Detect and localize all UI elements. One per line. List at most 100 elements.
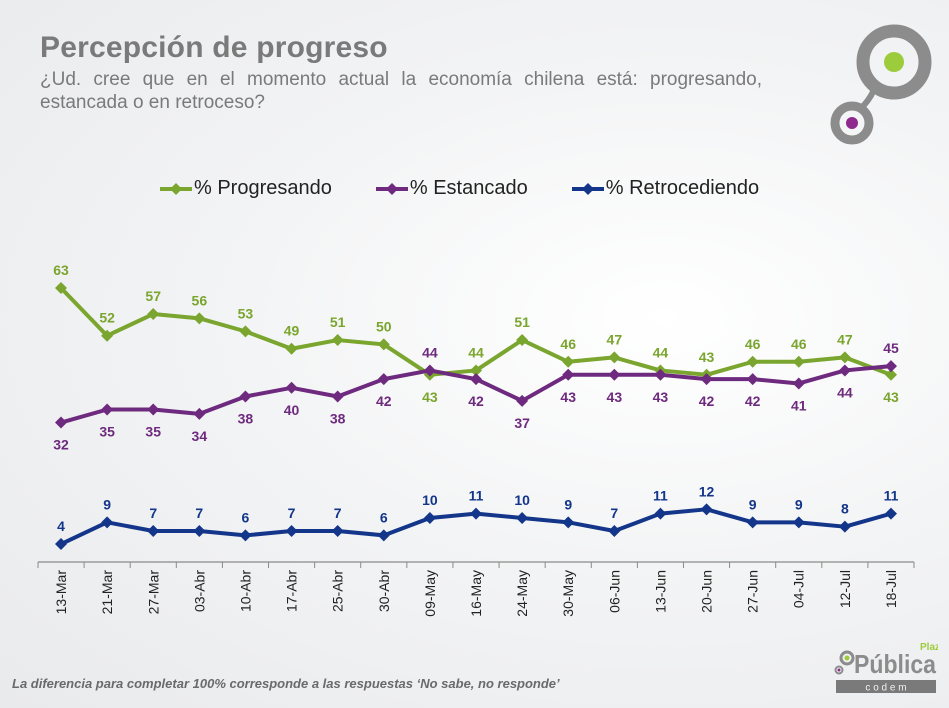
data-point-marker [55,416,67,429]
data-point-marker [101,329,114,342]
data-point-marker [470,364,482,377]
data-label: 7 [288,505,296,521]
series-progresando: 63 52 57 56 53 49 51 50 43 44 51 46 47 44 43 46 46 47 43 [53,262,899,405]
footnote: La diferencia para completar 100% corres… [12,676,560,691]
data-label: 7 [195,505,203,521]
x-tick-label: 09-May [422,570,438,617]
x-tick-label: 30-Abr [376,570,392,612]
logo-plaza-text: Plaza [920,642,938,653]
data-point-marker [562,368,575,381]
data-point-marker [792,516,805,529]
data-label: 43 [883,389,899,405]
x-tick-label: 20-Jun [699,570,715,613]
x-tick-label: 16-May [468,570,484,617]
data-label: 42 [468,393,484,409]
data-point-marker [55,538,67,551]
data-label: 7 [149,505,157,521]
data-label: 42 [376,393,392,409]
data-label: 42 [745,393,761,409]
data-point-marker [470,373,482,386]
x-tick-label: 12-Jul [837,570,853,608]
data-label: 10 [422,492,438,508]
data-point-marker [331,390,344,403]
data-point-marker [193,312,206,325]
data-label: 43 [699,349,715,365]
data-label: 49 [284,323,300,339]
data-label: 9 [564,496,572,512]
legend-marker-estancado-icon [375,182,408,195]
data-label: 40 [284,402,300,418]
data-label: 38 [238,410,254,426]
data-label: 51 [514,314,530,330]
data-point-marker [654,507,667,520]
data-point-marker [470,507,482,520]
data-label: 35 [145,424,161,440]
x-tick-label: 18-Jul [883,570,899,608]
series-line [59,286,892,377]
x-tick-label: 21-Mar [99,570,115,615]
data-point-marker [377,373,390,386]
logo-ring-icon [839,650,855,666]
data-label: 51 [330,314,346,330]
data-point-marker [239,390,252,403]
data-point-marker [193,525,206,538]
data-point-marker [885,507,897,520]
data-point-marker [608,351,621,364]
data-label: 9 [103,496,111,512]
data-point-marker [608,368,621,381]
logo-codem-text: c o d e m [865,683,906,694]
legend-label-progresando: % Progresando [194,177,332,199]
data-point-marker [331,334,344,347]
legend-item-progresando: % Progresando [160,177,332,200]
data-label: 12 [699,483,715,499]
logo-dot-purple-icon [837,668,841,672]
series-retrocediendo: 4 9 7 7 6 7 7 6 10 11 10 9 7 11 12 9 9 8 11 [55,483,899,551]
x-tick-label: 10-Abr [237,570,253,612]
data-point-marker [562,355,575,368]
data-point-marker [516,334,529,347]
page-subtitle: ¿Ud. cree que en el momento actual la ec… [40,69,762,113]
data-label: 7 [610,505,618,521]
x-tick-label: 04-Jul [791,570,807,608]
logo-ring-small-icon [834,665,844,675]
data-label: 11 [469,488,484,504]
x-tick-label: 27-Jun [745,570,761,613]
data-label: 56 [192,292,208,308]
legend-marker-progresando-icon [160,182,192,195]
data-point-marker [562,516,575,529]
x-tick-label: 13-Jun [652,570,668,613]
data-point-marker [885,360,897,373]
line-chart: 13-Mar 21-Mar 27-Mar 03-Abr 10-Abr 17-Abr 25-A… [37,262,915,617]
data-point-marker [239,325,252,338]
data-point-marker [285,525,298,538]
x-tick-label: 13-Mar [53,570,69,615]
data-point-marker [285,381,298,394]
data-label: 8 [841,501,849,517]
data-label: 38 [330,410,346,426]
data-label: 11 [884,488,899,504]
data-label: 11 [653,488,668,504]
data-label: 6 [242,509,250,525]
data-point-marker [147,403,160,416]
data-label: 44 [468,344,484,360]
logo-dot-green-icon [844,655,850,661]
legend-item-estancado: % Estancado [375,177,528,200]
data-label: 6 [380,509,388,525]
data-label: 50 [376,318,392,334]
data-label: 37 [514,415,530,431]
data-label: 47 [837,331,853,347]
x-tick-label: 30-May [560,570,576,617]
series-estancado: 32 35 35 34 38 40 38 42 44 42 37 43 43 43 42 42 41 44 45 [53,340,899,452]
x-tick-label: 27-Mar [145,570,161,615]
data-point-marker [239,529,252,542]
data-label: 7 [334,505,342,521]
data-point-marker [423,512,436,524]
data-label: 43 [607,389,623,405]
data-point-marker [147,308,160,321]
data-point-marker [101,516,114,529]
data-point-marker [838,351,851,364]
data-point-marker [423,364,436,377]
data-label: 42 [699,393,715,409]
legend-item-retrocediendo: % Retrocediendo [571,177,759,200]
data-label: 34 [192,428,208,444]
